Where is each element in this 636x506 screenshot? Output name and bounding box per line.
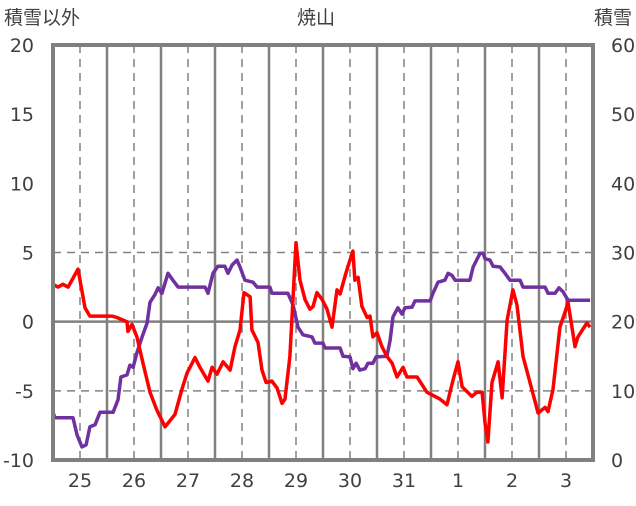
series-line-other bbox=[52, 241, 592, 444]
x-tick-label: 3 bbox=[560, 470, 572, 492]
x-tick-label: 27 bbox=[176, 470, 200, 492]
right-tick-label: 10 bbox=[611, 381, 635, 403]
x-tick-label: 29 bbox=[284, 470, 308, 492]
left-tick-label: 0 bbox=[22, 312, 34, 334]
x-tick-label: 25 bbox=[68, 470, 92, 492]
left-tick-label: 15 bbox=[10, 104, 34, 126]
chart-title: 焼山 bbox=[297, 7, 335, 29]
x-tick-label: 26 bbox=[122, 470, 146, 492]
left-axis-label: 積雪以外 bbox=[4, 7, 80, 29]
x-tick-label: 28 bbox=[230, 470, 254, 492]
grid-lines bbox=[53, 45, 593, 460]
right-tick-label: 30 bbox=[611, 243, 635, 265]
plot-frame bbox=[51, 43, 595, 462]
left-tick-label: 10 bbox=[10, 173, 34, 195]
tick-labels: 25 26 27 28 29 30 31 1 2 320151050-5-106050403020… bbox=[3, 35, 635, 492]
right-tick-label: 60 bbox=[611, 35, 635, 57]
right-axis-label: 積雪 bbox=[594, 7, 632, 29]
left-tick-label: -5 bbox=[15, 381, 34, 403]
series-line-snow-depth bbox=[51, 251, 591, 449]
left-tick-label: -10 bbox=[3, 450, 34, 472]
right-tick-label: 20 bbox=[611, 312, 635, 334]
x-tick-label: 1 bbox=[452, 470, 464, 492]
x-tick-label: 30 bbox=[338, 470, 362, 492]
left-tick-label: 20 bbox=[10, 35, 34, 57]
left-tick-label: 5 bbox=[22, 243, 34, 265]
right-tick-label: 50 bbox=[611, 104, 635, 126]
right-tick-label: 40 bbox=[611, 173, 635, 195]
x-tick-label: 2 bbox=[506, 470, 518, 492]
series-lines bbox=[51, 241, 592, 449]
right-tick-label: 0 bbox=[611, 450, 623, 472]
x-tick-label: 31 bbox=[392, 470, 416, 492]
